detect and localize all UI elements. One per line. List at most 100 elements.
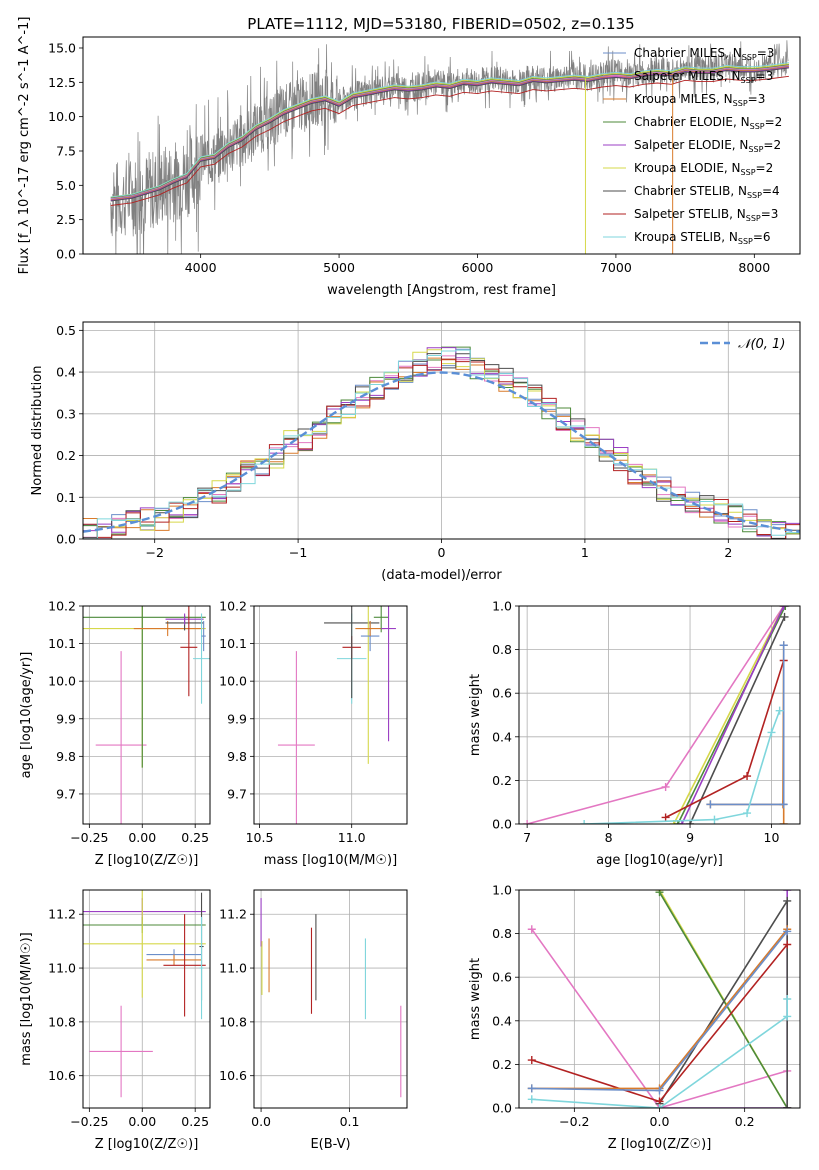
weight-marker <box>779 641 788 650</box>
mass_vs_Z-frame <box>82 889 211 1109</box>
legend-label: Salpeter STELIB, NSSP=3 <box>634 207 778 223</box>
weight-line <box>531 928 788 1108</box>
weight-marker <box>655 1086 664 1095</box>
weight-marker <box>527 1056 536 1065</box>
weight-marker <box>783 1104 792 1108</box>
y-tick-label: 9.9 <box>56 711 76 726</box>
weight-marker <box>661 782 670 791</box>
y-tick-label: 0.0 <box>492 1101 512 1116</box>
y-tick-label: 10.0 <box>219 674 247 689</box>
weight-line <box>531 999 789 1108</box>
x-tick-label: −2 <box>145 545 163 560</box>
y-tick-label: 9.7 <box>227 786 247 801</box>
weight-marker <box>655 890 664 897</box>
y-tick-label: 0.4 <box>492 1013 512 1028</box>
spectrum-legend: Chabrier MILES, NSSP=3 Salpeter MILES, NS… <box>603 46 782 246</box>
y-tick-label: 7.5 <box>56 143 76 158</box>
weight-marker <box>527 1095 536 1104</box>
weight-marker <box>781 606 790 610</box>
y-axis-label: mass [log10(M/M☉)] <box>19 932 34 1065</box>
x-tick-label: 0.0 <box>650 1114 670 1129</box>
y-axis-label: Flux [f_λ 10^-17 erg cm^-2 s^-1 A^-1] <box>17 17 32 275</box>
weight-marker <box>743 809 752 818</box>
model-spectrum-line <box>110 64 789 199</box>
spectrum-plot <box>110 40 789 254</box>
x-tick-label: 8 <box>605 830 613 845</box>
model-spectrum-line <box>110 67 789 202</box>
y-tick-label: 0.5 <box>56 323 76 338</box>
weight-marker <box>779 820 788 824</box>
weight-marker <box>706 800 715 809</box>
x-tick-label: 0 <box>438 545 446 560</box>
x-tick-label: 0.2 <box>735 1114 755 1129</box>
cumw_vs_Z-axes: −0.2 0.0 0.2 0.0 0.2 0.4 0.6 0.8 1.0 <box>492 883 800 1129</box>
y-tick-label: 0.0 <box>56 532 76 547</box>
x-tick-label: 0.00 <box>128 1114 156 1129</box>
y-tick-label: 11.2 <box>219 907 247 922</box>
y-tick-label: 0.6 <box>492 970 512 985</box>
weight-marker <box>783 940 792 949</box>
y-tick-label: 10.6 <box>48 1068 76 1083</box>
x-tick-label: 2 <box>724 545 732 560</box>
legend-label: Chabrier STELIB, NSSP=4 <box>634 184 780 200</box>
y-axis-label: mass weight <box>468 958 483 1040</box>
y-tick-label: 10.0 <box>48 674 76 689</box>
x-tick-label: 0.25 <box>181 1114 209 1129</box>
y-tick-label: 0.8 <box>492 642 512 657</box>
legend-label: Kroupa STELIB, NSSP=6 <box>634 230 771 246</box>
spectrum-axes: 4000 5000 6000 7000 8000 0.0 2.5 5.0 7.5 10.0 12.5… <box>48 40 770 275</box>
x-tick-label: 7000 <box>600 260 632 275</box>
hist-frame <box>82 321 801 540</box>
x-axis-label: Z [log10(Z/Z☉)] <box>95 1137 199 1152</box>
weight-marker <box>655 1104 664 1108</box>
y-axis-label: mass weight <box>468 674 483 756</box>
model-spectrum-line <box>110 75 789 206</box>
age_vs_mass-axes: 10.5 11.0 9.7 9.8 9.9 10.0 10.1 10.2 <box>219 599 407 845</box>
x-tick-label: 0.0 <box>251 1114 271 1129</box>
x-tick-label: 11.0 <box>338 830 366 845</box>
y-tick-label: 10.8 <box>219 1014 247 1029</box>
y-tick-label: 2.5 <box>56 212 76 227</box>
x-tick-label: 1 <box>581 545 589 560</box>
y-tick-label: 12.5 <box>48 75 76 90</box>
y-tick-label: 10.2 <box>48 599 76 614</box>
x-axis-label: E(B-V) <box>310 1137 350 1152</box>
y-tick-label: 0.2 <box>492 1057 512 1072</box>
x-axis-label: (data-model)/error <box>381 568 502 583</box>
age_vs_mass-frame <box>253 605 408 825</box>
x-tick-label: 10.5 <box>246 830 274 845</box>
age_vs_Z-frame <box>82 605 211 825</box>
x-tick-label: −0.25 <box>70 1114 108 1129</box>
model-spectrum-line <box>110 66 789 201</box>
mass_vs_ebv-plot <box>260 898 402 1098</box>
weight-marker <box>780 612 789 621</box>
age_vs_Z-axes: −0.25 0.00 0.25 9.7 9.8 9.9 10.0 10.1 10.2 <box>48 599 210 845</box>
y-tick-label: 11.2 <box>48 907 76 922</box>
hist-plot <box>83 346 800 539</box>
mass_vs_Z-axes: −0.25 0.00 0.25 10.6 10.8 11.0 11.2 <box>48 890 210 1129</box>
weight-marker <box>686 820 695 824</box>
model-spectrum-line <box>110 64 789 199</box>
weight-line <box>658 891 788 1108</box>
y-tick-label: 10.1 <box>48 636 76 651</box>
x-tick-label: 5000 <box>323 260 355 275</box>
weight-marker <box>775 706 784 715</box>
weight-marker <box>783 890 792 894</box>
x-tick-label: 7 <box>523 830 531 845</box>
mass_vs_Z-plot <box>83 890 206 1098</box>
y-tick-label: 9.9 <box>227 711 247 726</box>
normal-curve <box>83 371 800 533</box>
y-tick-label: 11.0 <box>219 961 247 976</box>
legend-label: Salpeter ELODIE, NSSP=2 <box>634 138 781 154</box>
legend-label: Kroupa MILES, NSSP=3 <box>634 92 765 108</box>
y-tick-label: 1.0 <box>492 883 512 898</box>
weight-marker <box>580 820 589 824</box>
x-tick-label: 0.00 <box>128 830 156 845</box>
legend-label: Kroupa ELODIE, NSSP=2 <box>634 161 773 177</box>
cumw_vs_Z-frame <box>518 889 801 1109</box>
weight-line <box>526 606 785 824</box>
model-spectrum-line <box>110 62 789 198</box>
y-tick-label: 0.0 <box>492 817 512 832</box>
x-tick-label: 10 <box>764 830 780 845</box>
